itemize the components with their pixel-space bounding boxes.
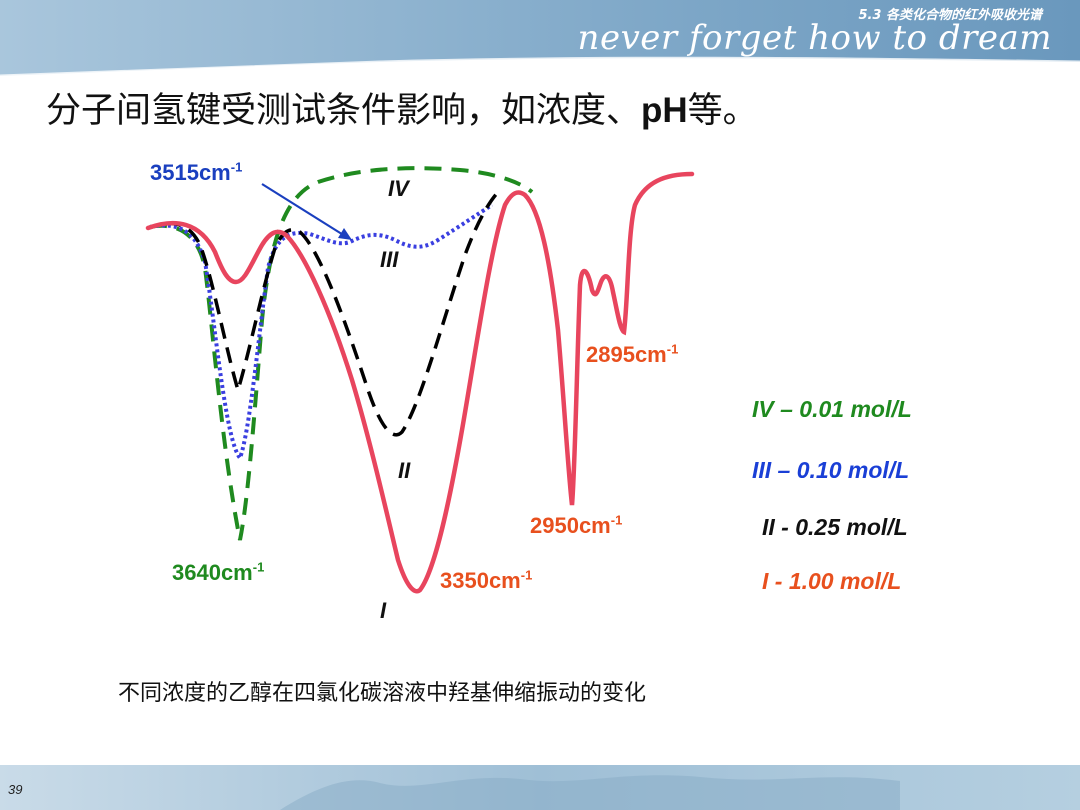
slide-title: 分子间氢键受测试条件影响，如浓度、pH等。 <box>46 91 758 131</box>
curve-label-ii: II <box>398 458 411 483</box>
legend-ii: II - 0.25 mol/L <box>762 514 908 540</box>
curve-iv <box>149 166 534 541</box>
legend-i: I - 1.00 mol/L <box>762 568 902 594</box>
curve-label-i: I <box>380 598 387 623</box>
page-number: 39 <box>8 782 23 797</box>
header-band <box>0 0 1080 78</box>
curve-iii <box>149 203 494 462</box>
peak-label-3515: 3515cm-1 <box>150 159 243 185</box>
curve-i <box>145 171 695 594</box>
footer-band <box>0 765 1080 810</box>
chapter-title: 5.3 各类化合物的红外吸收光谱 <box>858 8 1042 23</box>
peak-label-2950: 2950cm-1 <box>530 512 623 538</box>
legend-iv: IV – 0.01 mol/L <box>752 396 912 422</box>
peak-3515-arrow <box>261 183 346 237</box>
figure-caption: 不同浓度的乙醇在四氯化碳溶液中羟基伸缩振动的变化 <box>118 681 647 706</box>
curve-ii <box>164 188 502 437</box>
arrow-head-icon <box>338 228 352 240</box>
peak-label-2895: 2895cm-1 <box>586 341 679 367</box>
motto-text: never forget how to dream <box>577 18 1052 58</box>
legend-iii: III – 0.10 mol/L <box>752 457 910 483</box>
peak-label-3640: 3640cm-1 <box>172 559 265 585</box>
curve-label-iii: III <box>380 247 399 272</box>
curve-label-iv: IV <box>388 176 409 201</box>
peak-label-3350: 3350cm-1 <box>440 567 533 593</box>
